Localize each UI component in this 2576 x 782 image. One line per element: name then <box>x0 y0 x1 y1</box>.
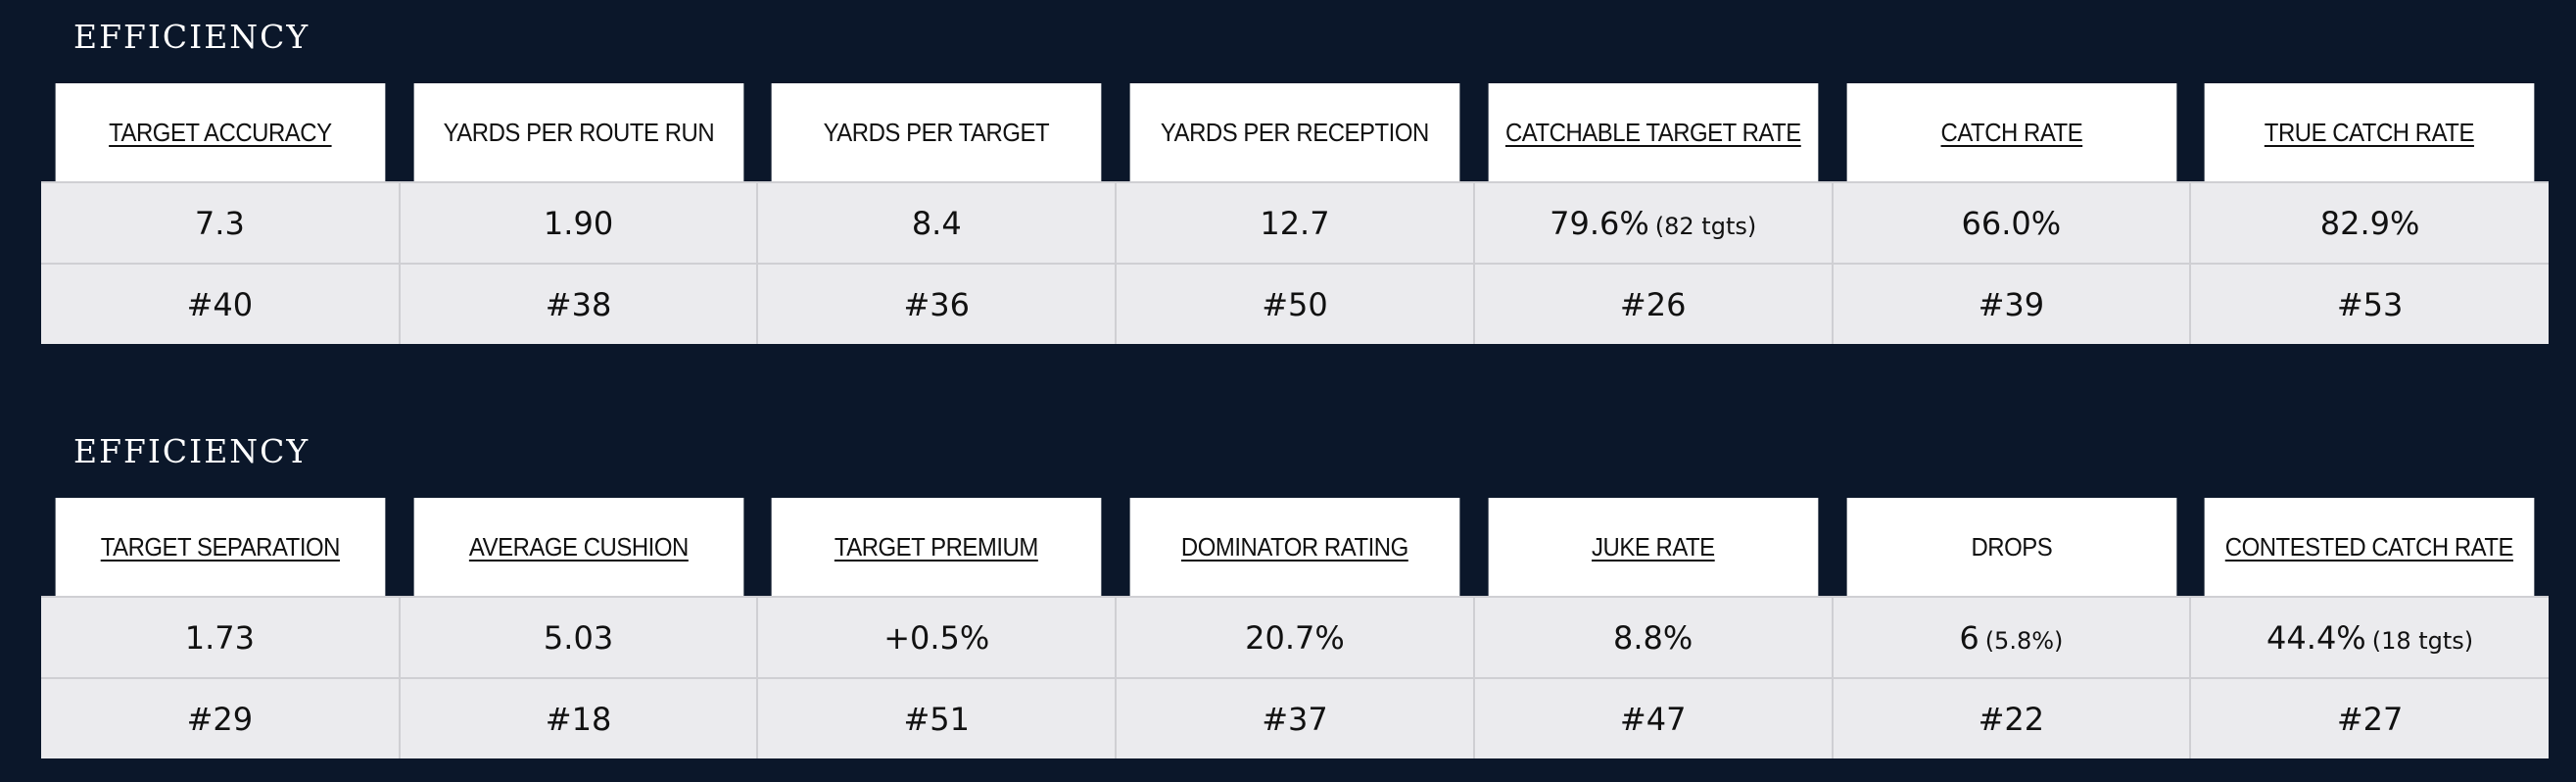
stat-value-cell: 1.73 <box>41 596 401 678</box>
section-title: EFFICIENCY <box>73 432 310 470</box>
column-header: YARDS PER TARGET <box>772 83 1102 182</box>
stat-value: 7.3 <box>194 204 245 242</box>
contested-catch-rate-header[interactable]: CONTESTED CATCH RATE <box>2224 531 2514 562</box>
yards-per-route-run-header: YARDS PER ROUTE RUN <box>443 117 714 147</box>
stat-value: 1.90 <box>543 204 614 242</box>
catchable-target-rate-header[interactable]: CATCHABLE TARGET RATE <box>1504 117 1801 147</box>
yards-per-reception-header: YARDS PER RECEPTION <box>1160 117 1429 147</box>
stat-value: 5.03 <box>543 618 614 657</box>
column-header[interactable]: TARGET ACCURACY <box>55 83 386 182</box>
stat-value: 66.0% <box>1961 204 2062 242</box>
column-header[interactable]: CATCHABLE TARGET RATE <box>1488 83 1818 182</box>
stat-value: 44.4% <box>2266 618 2366 657</box>
drops-header: DROPS <box>1970 531 2052 562</box>
stat-value-cell: 79.6% (82 tgts) <box>1473 181 1834 264</box>
column-header[interactable]: CONTESTED CATCH RATE <box>2204 498 2535 597</box>
rank-cell: #39 <box>1832 263 2192 344</box>
rank-cell: #47 <box>1473 677 1834 758</box>
juke-rate-header[interactable]: JUKE RATE <box>1591 531 1715 562</box>
rank-cell: #27 <box>2190 677 2549 758</box>
rank-cell: #38 <box>399 263 759 344</box>
stat-value: 20.7% <box>1245 618 1345 657</box>
stat-value-cell: 66.0% <box>1832 181 2192 264</box>
stat-value: 12.7 <box>1260 204 1330 242</box>
average-cushion-header[interactable]: AVERAGE CUSHION <box>468 531 689 562</box>
true-catch-rate-header[interactable]: TRUE CATCH RATE <box>2265 117 2475 147</box>
value-row: 7.3 1.90 8.4 12.7 79.6% (82 tgts) 66.0% 8… <box>41 181 2549 264</box>
yards-per-target-header: YARDS PER TARGET <box>823 117 1050 147</box>
column-header[interactable]: DOMINATOR RATING <box>1129 498 1460 597</box>
rank-cell: #51 <box>757 677 1118 758</box>
column-header: YARDS PER ROUTE RUN <box>413 83 743 182</box>
stat-value-cell: +0.5% <box>757 596 1118 678</box>
rank-cell: #53 <box>2190 263 2549 344</box>
value-row: 1.73 5.03 +0.5% 20.7% 8.8% 6 (5.8%) 44.4%… <box>41 596 2549 678</box>
stat-value-cell: 5.03 <box>399 596 759 678</box>
rank-row: #29 #18 #51 #37 #47 #22 #27 <box>41 677 2549 758</box>
stat-value-cell: 8.4 <box>757 181 1118 264</box>
stat-value-cell: 6 (5.8%) <box>1832 596 2192 678</box>
stat-value: +0.5% <box>883 618 990 657</box>
stat-value: 79.6% <box>1550 204 1649 242</box>
target-accuracy-header[interactable]: TARGET ACCURACY <box>109 117 332 147</box>
efficiency-table-2: TARGET SEPARATION AVERAGE CUSHION TARGET… <box>41 498 2549 758</box>
rank-cell: #50 <box>1116 263 1475 344</box>
column-header[interactable]: JUKE RATE <box>1488 498 1818 597</box>
target-separation-header[interactable]: TARGET SEPARATION <box>100 531 341 562</box>
stat-value: 82.9% <box>2319 204 2420 242</box>
dominator-rating-header[interactable]: DOMINATOR RATING <box>1181 531 1408 562</box>
stat-value-cell: 44.4% (18 tgts) <box>2190 596 2549 678</box>
header-row: TARGET ACCURACY YARDS PER ROUTE RUN YARD… <box>41 83 2549 182</box>
rank-cell: #36 <box>757 263 1118 344</box>
stat-value: 6 <box>1959 618 1980 657</box>
stat-value-cell: 12.7 <box>1116 181 1475 264</box>
stat-value-cell: 1.90 <box>399 181 759 264</box>
rank-cell: #37 <box>1116 677 1475 758</box>
column-header[interactable]: AVERAGE CUSHION <box>413 498 743 597</box>
column-header: YARDS PER RECEPTION <box>1129 83 1460 182</box>
header-row: TARGET SEPARATION AVERAGE CUSHION TARGET… <box>41 498 2549 597</box>
rank-cell: #26 <box>1473 263 1834 344</box>
catch-rate-header[interactable]: CATCH RATE <box>1940 117 2082 147</box>
rank-cell: #40 <box>41 263 401 344</box>
stat-value-cell: 82.9% <box>2190 181 2549 264</box>
stat-value: 8.8% <box>1613 618 1693 657</box>
section-title: EFFICIENCY <box>73 18 310 56</box>
stat-value-cell: 20.7% <box>1116 596 1475 678</box>
column-header[interactable]: TARGET SEPARATION <box>55 498 386 597</box>
stat-value: 8.4 <box>911 204 962 242</box>
stat-value-cell: 8.8% <box>1473 596 1834 678</box>
stat-subvalue: (18 tgts) <box>2371 626 2474 655</box>
rank-row: #40 #38 #36 #50 #26 #39 #53 <box>41 263 2549 344</box>
rank-cell: #18 <box>399 677 759 758</box>
column-header[interactable]: CATCH RATE <box>1846 83 2176 182</box>
column-header: DROPS <box>1846 498 2176 597</box>
column-header[interactable]: TRUE CATCH RATE <box>2204 83 2535 182</box>
stat-value: 1.73 <box>184 618 255 657</box>
column-header[interactable]: TARGET PREMIUM <box>772 498 1102 597</box>
target-premium-header[interactable]: TARGET PREMIUM <box>835 531 1039 562</box>
stat-subvalue: (82 tgts) <box>1654 212 1757 240</box>
rank-cell: #29 <box>41 677 401 758</box>
rank-cell: #22 <box>1832 677 2192 758</box>
efficiency-table-1: TARGET ACCURACY YARDS PER ROUTE RUN YARD… <box>41 83 2549 344</box>
stat-value-cell: 7.3 <box>41 181 401 264</box>
stat-subvalue: (5.8%) <box>1984 626 2064 655</box>
